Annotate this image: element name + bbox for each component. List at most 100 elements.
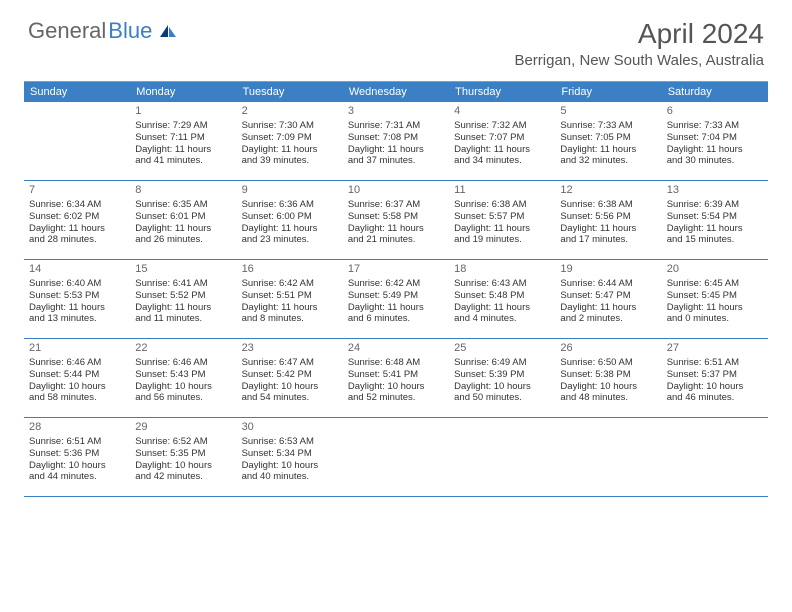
day-cell: 16Sunrise: 6:42 AMSunset: 5:51 PMDayligh… (237, 260, 343, 338)
page-header: General Blue April 2024 Berrigan, New So… (0, 0, 792, 75)
date-number: 2 (242, 105, 338, 119)
date-number: 5 (560, 105, 656, 119)
date-number: 29 (135, 421, 231, 435)
day-info-line: Sunset: 5:44 PM (29, 369, 125, 381)
day-info-line: Sunrise: 6:53 AM (242, 436, 338, 448)
date-number: 4 (454, 105, 550, 119)
day-info-line: and 11 minutes. (135, 313, 231, 325)
day-info-line: and 28 minutes. (29, 234, 125, 246)
date-number: 12 (560, 184, 656, 198)
day-info-line: and 26 minutes. (135, 234, 231, 246)
day-info-line: Daylight: 11 hours (560, 144, 656, 156)
day-cell: 7Sunrise: 6:34 AMSunset: 6:02 PMDaylight… (24, 181, 130, 259)
day-info-line: Daylight: 11 hours (560, 302, 656, 314)
day-info-line: Sunrise: 7:33 AM (667, 120, 763, 132)
day-info-line: Daylight: 10 hours (135, 381, 231, 393)
day-info-line: and 19 minutes. (454, 234, 550, 246)
day-cell: 15Sunrise: 6:41 AMSunset: 5:52 PMDayligh… (130, 260, 236, 338)
day-info-line: Sunrise: 6:50 AM (560, 357, 656, 369)
day-info-line: Daylight: 11 hours (454, 144, 550, 156)
day-info-line: and 17 minutes. (560, 234, 656, 246)
day-info-line: Sunrise: 6:38 AM (454, 199, 550, 211)
date-number: 27 (667, 342, 763, 356)
date-number: 1 (135, 105, 231, 119)
day-cell: 13Sunrise: 6:39 AMSunset: 5:54 PMDayligh… (662, 181, 768, 259)
date-number: 26 (560, 342, 656, 356)
day-info-line: Sunset: 7:11 PM (135, 132, 231, 144)
day-cell: 6Sunrise: 7:33 AMSunset: 7:04 PMDaylight… (662, 102, 768, 180)
day-info-line: Sunset: 5:57 PM (454, 211, 550, 223)
day-cell: 14Sunrise: 6:40 AMSunset: 5:53 PMDayligh… (24, 260, 130, 338)
day-info-line: and 30 minutes. (667, 155, 763, 167)
day-info-line: Sunset: 5:53 PM (29, 290, 125, 302)
day-cell: 4Sunrise: 7:32 AMSunset: 7:07 PMDaylight… (449, 102, 555, 180)
blank-cell (449, 418, 555, 496)
date-number: 23 (242, 342, 338, 356)
day-info-line: Daylight: 11 hours (667, 302, 763, 314)
date-number: 13 (667, 184, 763, 198)
date-number: 3 (348, 105, 444, 119)
day-cell: 23Sunrise: 6:47 AMSunset: 5:42 PMDayligh… (237, 339, 343, 417)
day-header: Friday (555, 82, 661, 102)
day-info-line: Daylight: 10 hours (29, 381, 125, 393)
day-info-line: Daylight: 11 hours (242, 302, 338, 314)
week-row: 21Sunrise: 6:46 AMSunset: 5:44 PMDayligh… (24, 339, 768, 418)
day-info-line: Sunrise: 6:46 AM (29, 357, 125, 369)
day-info-line: Sunset: 5:42 PM (242, 369, 338, 381)
calendar: SundayMondayTuesdayWednesdayThursdayFrid… (24, 81, 768, 497)
day-info-line: Sunrise: 7:31 AM (348, 120, 444, 132)
date-number: 7 (29, 184, 125, 198)
day-info-line: Sunset: 5:36 PM (29, 448, 125, 460)
day-info-line: Sunset: 5:49 PM (348, 290, 444, 302)
day-info-line: Sunset: 6:00 PM (242, 211, 338, 223)
day-cell: 5Sunrise: 7:33 AMSunset: 7:05 PMDaylight… (555, 102, 661, 180)
day-cell: 22Sunrise: 6:46 AMSunset: 5:43 PMDayligh… (130, 339, 236, 417)
day-info-line: Daylight: 11 hours (242, 223, 338, 235)
day-info-line: Sunrise: 6:34 AM (29, 199, 125, 211)
day-info-line: Daylight: 10 hours (242, 460, 338, 472)
day-info-line: and 42 minutes. (135, 471, 231, 483)
day-info-line: Sunset: 5:37 PM (667, 369, 763, 381)
day-info-line: and 52 minutes. (348, 392, 444, 404)
day-info-line: and 37 minutes. (348, 155, 444, 167)
date-number: 11 (454, 184, 550, 198)
date-number: 14 (29, 263, 125, 277)
day-info-line: Daylight: 11 hours (135, 144, 231, 156)
date-number: 24 (348, 342, 444, 356)
logo-text-blue: Blue (108, 18, 152, 44)
day-header: Saturday (662, 82, 768, 102)
date-number: 19 (560, 263, 656, 277)
blank-cell (343, 418, 449, 496)
day-info-line: and 21 minutes. (348, 234, 444, 246)
date-number: 9 (242, 184, 338, 198)
day-info-line: Daylight: 11 hours (242, 144, 338, 156)
day-info-line: Daylight: 11 hours (454, 223, 550, 235)
day-header: Thursday (449, 82, 555, 102)
day-info-line: Daylight: 10 hours (560, 381, 656, 393)
day-info-line: Sunset: 5:39 PM (454, 369, 550, 381)
day-info-line: Sunset: 7:04 PM (667, 132, 763, 144)
day-info-line: Sunrise: 6:37 AM (348, 199, 444, 211)
day-cell: 20Sunrise: 6:45 AMSunset: 5:45 PMDayligh… (662, 260, 768, 338)
day-info-line: Sunrise: 6:46 AM (135, 357, 231, 369)
day-info-line: and 8 minutes. (242, 313, 338, 325)
day-info-line: and 2 minutes. (560, 313, 656, 325)
day-info-line: Daylight: 11 hours (348, 144, 444, 156)
day-info-line: Sunset: 5:47 PM (560, 290, 656, 302)
logo-text-gray: General (28, 18, 106, 44)
date-number: 25 (454, 342, 550, 356)
day-info-line: Sunrise: 7:32 AM (454, 120, 550, 132)
day-cell: 30Sunrise: 6:53 AMSunset: 5:34 PMDayligh… (237, 418, 343, 496)
week-row: 1Sunrise: 7:29 AMSunset: 7:11 PMDaylight… (24, 102, 768, 181)
day-headers-row: SundayMondayTuesdayWednesdayThursdayFrid… (24, 82, 768, 102)
day-info-line: Daylight: 11 hours (348, 223, 444, 235)
day-info-line: Daylight: 11 hours (667, 223, 763, 235)
day-info-line: and 44 minutes. (29, 471, 125, 483)
month-title: April 2024 (514, 18, 764, 50)
day-cell: 27Sunrise: 6:51 AMSunset: 5:37 PMDayligh… (662, 339, 768, 417)
date-number: 20 (667, 263, 763, 277)
day-info-line: Sunrise: 6:49 AM (454, 357, 550, 369)
day-info-line: and 0 minutes. (667, 313, 763, 325)
day-cell: 12Sunrise: 6:38 AMSunset: 5:56 PMDayligh… (555, 181, 661, 259)
day-cell: 26Sunrise: 6:50 AMSunset: 5:38 PMDayligh… (555, 339, 661, 417)
